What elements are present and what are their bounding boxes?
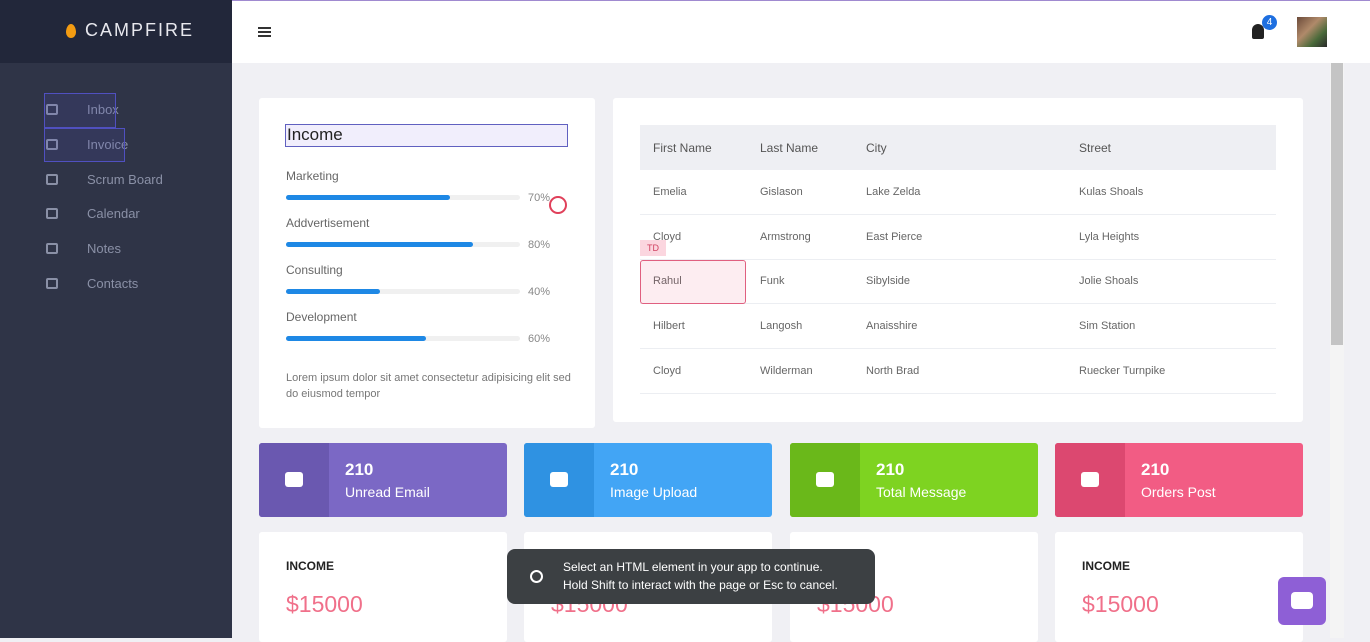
- row-divider: [640, 259, 1276, 260]
- inspector-box: [44, 93, 116, 128]
- table-header: Street: [1079, 141, 1112, 155]
- income-tile: [1055, 532, 1303, 642]
- stat-value: 210: [345, 460, 374, 479]
- progress-value: 40%: [528, 286, 551, 298]
- progress-label: Consulting: [286, 263, 343, 277]
- income-card: [259, 98, 595, 428]
- income-tile-amount: $15000: [1082, 591, 1159, 617]
- logo-area: [0, 0, 232, 63]
- sidebar-icon: [46, 104, 58, 115]
- scrollbar-thumb[interactable]: [1331, 63, 1343, 345]
- sidebar-item[interactable]: Inbox: [87, 102, 119, 117]
- table-cell: Armstrong: [760, 231, 811, 243]
- stat-label: Image Upload: [610, 484, 698, 500]
- progress-bar: [286, 195, 450, 200]
- progress-value: 60%: [528, 333, 551, 345]
- income-tile-title: INCOME: [286, 559, 334, 573]
- brand: CAMPFIRE: [85, 20, 195, 40]
- table-cell: Hilbert: [653, 320, 685, 332]
- tooltip-text: Hold Shift to interact with the page or …: [563, 578, 838, 592]
- income-tile-title: INCOME: [1082, 559, 1130, 573]
- table-cell: Langosh: [760, 320, 803, 332]
- progress-bar: [286, 242, 474, 247]
- table-cell: Wilderman: [760, 365, 813, 377]
- avatar[interactable]: [1297, 17, 1327, 47]
- stat-label: Total Message: [876, 484, 967, 500]
- menu-button[interactable]: [258, 27, 271, 37]
- inspector-cell: [640, 260, 746, 304]
- stat-icon: [1081, 472, 1099, 487]
- table-header: Last Name: [760, 141, 819, 155]
- sidebar-icon: [46, 208, 58, 219]
- row-divider: [640, 393, 1276, 394]
- table-cell: Sibylside: [866, 275, 911, 287]
- row-divider: [640, 303, 1276, 304]
- stat-value: 210: [1141, 460, 1170, 479]
- stat-icon: [285, 472, 303, 487]
- sidebar-item[interactable]: Contacts: [87, 276, 139, 291]
- table-header-row: [640, 125, 1276, 170]
- table-cell: Gislason: [760, 186, 803, 198]
- chat-button[interactable]: [1278, 577, 1326, 625]
- row-divider: [640, 348, 1276, 349]
- income-description: Lorem ipsum dolor sit amet consectetur a…: [286, 372, 571, 400]
- table-header: First Name: [653, 141, 712, 155]
- sidebar-item[interactable]: Scrum Board: [87, 172, 163, 187]
- stat-icon: [550, 472, 568, 487]
- notification-bell[interactable]: [1252, 24, 1264, 39]
- sidebar: [0, 0, 232, 638]
- progress-track: [286, 289, 520, 294]
- table-header: City: [866, 141, 887, 155]
- table-cell: Lake Zelda: [866, 186, 921, 198]
- income-title: Income: [285, 124, 568, 147]
- inspector-tooltip: [507, 549, 875, 604]
- table-cell: Jolie Shoals: [1079, 275, 1139, 287]
- inspector-target: [549, 196, 567, 214]
- stat-value: 210: [610, 460, 639, 479]
- progress-bar: [286, 289, 380, 294]
- income-tile: [259, 532, 507, 642]
- progress-label: Development: [286, 310, 357, 324]
- table-cell: East Pierce: [866, 231, 923, 243]
- table-cell: Cloyd: [653, 365, 682, 377]
- inspector-box: [44, 128, 125, 162]
- table-cell: Emelia: [653, 186, 687, 198]
- table-cell: Ruecker Turnpike: [1079, 365, 1166, 377]
- sidebar-icon: [46, 243, 58, 254]
- progress-bar: [286, 336, 427, 341]
- notification-badge: 4: [1262, 15, 1277, 30]
- table-cell: North Brad: [866, 365, 920, 377]
- header: [232, 0, 1370, 63]
- sidebar-item[interactable]: Notes: [87, 241, 121, 256]
- stat-label: Orders Post: [1141, 484, 1216, 500]
- table-cell: Lyla Heights: [1079, 231, 1140, 243]
- stat-icon: [816, 472, 834, 487]
- table-cell: Funk: [760, 275, 785, 287]
- table-cell: Anaisshire: [866, 320, 918, 332]
- stat-value: 210: [876, 460, 905, 479]
- stat-label: Unread Email: [345, 484, 430, 500]
- sidebar-icon: [46, 139, 58, 150]
- sidebar-item[interactable]: Calendar: [87, 206, 140, 221]
- table-cell: Kulas Shoals: [1079, 186, 1144, 198]
- inspector-tag: TD: [640, 240, 666, 256]
- logo-flame: [66, 24, 76, 38]
- sidebar-icon: [46, 174, 58, 185]
- progress-value: 80%: [528, 239, 551, 251]
- tooltip-text: Select an HTML element in your app to co…: [563, 560, 823, 574]
- progress-value: 70%: [528, 192, 551, 204]
- sidebar-icon: [46, 278, 58, 289]
- income-tile-amount: $15000: [286, 591, 363, 617]
- sidebar-item[interactable]: Invoice: [87, 137, 129, 152]
- row-divider: [640, 214, 1276, 215]
- table-cell: Sim Station: [1079, 320, 1136, 332]
- tooltip-icon: [530, 570, 543, 583]
- progress-label: Marketing: [286, 169, 339, 183]
- table-cell: Rahul: [653, 275, 682, 287]
- progress-label: Addvertisement: [286, 216, 370, 230]
